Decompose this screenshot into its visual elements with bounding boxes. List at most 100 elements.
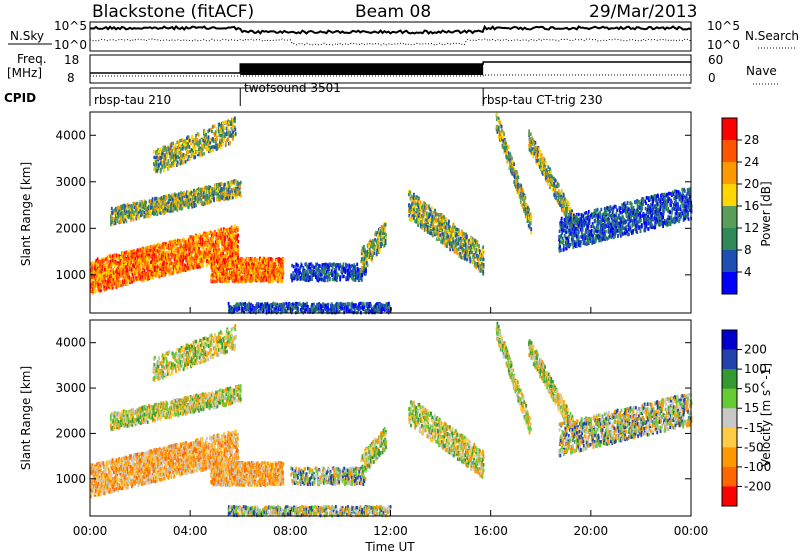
heatmap-cell [373, 252, 375, 256]
heatmap-cell [163, 258, 165, 262]
beam-title: Beam 08 [355, 2, 431, 22]
heatmap-cell [126, 220, 128, 224]
heatmap-cell [224, 121, 226, 125]
heatmap-cell [316, 263, 318, 267]
heatmap-cell [163, 169, 165, 173]
heatmap-cell [229, 141, 231, 145]
noise-panel: N.Sky 10^5 10^0 10^5 10^0 N.Search [8, 19, 799, 52]
freq-tick-top: 18 [64, 53, 79, 67]
radar-title: Blackstone (fitACF) [92, 2, 254, 22]
heatmap-cell [222, 121, 224, 125]
heatmap-cell [214, 125, 216, 129]
heatmap-cell [188, 199, 190, 203]
heatmap-cell [324, 279, 326, 283]
heatmap-cell [338, 273, 340, 277]
heatmap-cell [228, 131, 230, 135]
heatmap-cell [180, 243, 182, 247]
heatmap-cell [345, 277, 347, 281]
heatmap-cell [179, 144, 181, 148]
heatmap-cell [352, 268, 354, 272]
heatmap-cell [155, 160, 157, 164]
heatmap-cell [203, 152, 205, 156]
heatmap-cell [179, 207, 181, 211]
heatmap-cell [341, 275, 343, 279]
nsky-label: N.Sky [10, 29, 44, 43]
nsearch-label: N.Search [745, 29, 799, 43]
heatmap-cell [270, 280, 272, 284]
heatmap-cell [237, 240, 239, 244]
heatmap-cell [381, 243, 383, 247]
heatmap-cell [221, 182, 223, 186]
power-heatmap [90, 113, 692, 315]
nave-tick-bottom: 0 [708, 71, 716, 85]
heatmap-cell [234, 128, 236, 132]
date-title: 29/Mar/2013 [589, 2, 697, 22]
heatmap-cell [239, 278, 241, 282]
heatmap-cell [327, 279, 329, 283]
noise-tick-bottom-right: 10^0 [707, 38, 740, 52]
heatmap-cell [162, 152, 164, 156]
heatmap-cell [194, 155, 196, 159]
heatmap-cell [212, 149, 214, 153]
heatmap-cell [191, 253, 193, 257]
heatmap-cell [156, 207, 158, 211]
nave-line [90, 75, 691, 76]
heatmap-cell [189, 158, 191, 162]
heatmap-cell [234, 116, 236, 120]
heatmap-cell [189, 253, 191, 257]
heatmap-cell [236, 265, 238, 269]
heatmap-cell [234, 225, 236, 229]
heatmap-cell [153, 150, 155, 154]
heatmap-cell [206, 148, 208, 152]
heatmap-cell [235, 132, 237, 136]
heatmap-cell [222, 125, 224, 129]
heatmap-cell [372, 239, 374, 243]
heatmap-cell [267, 271, 269, 275]
heatmap-cell [145, 204, 147, 208]
heatmap-cell [185, 160, 187, 164]
heatmap-cell [366, 257, 368, 261]
heatmap-cell [219, 123, 221, 127]
heatmap-cell [201, 152, 203, 156]
heatmap-cell [133, 218, 135, 222]
heatmap-cell [103, 259, 105, 263]
heatmap-cell [224, 126, 226, 129]
heatmap-cell [356, 263, 358, 267]
heatmap-cell [120, 256, 122, 260]
heatmap-cell [237, 228, 239, 232]
heatmap-cell [231, 134, 233, 138]
heatmap-cell [321, 278, 323, 282]
heatmap-cell [93, 278, 95, 282]
heatmap-cell [115, 222, 117, 226]
heatmap-cell [214, 232, 216, 236]
heatmap-cell [202, 188, 204, 192]
heatmap-cell [378, 241, 380, 245]
heatmap-cell [291, 264, 293, 268]
heatmap-cell [354, 265, 356, 269]
heatmap-cell [282, 269, 284, 273]
heatmap-cell [224, 183, 226, 187]
heatmap-cell [229, 276, 231, 280]
heatmap-cell [127, 283, 129, 287]
heatmap-cell [129, 271, 131, 275]
heatmap-cell [237, 253, 239, 256]
heatmap-cell [138, 278, 140, 282]
noise-tick-top: 10^5 [54, 19, 87, 33]
heatmap-cell [252, 258, 254, 262]
heatmap-cell [141, 279, 143, 283]
heatmap-cell [202, 264, 204, 268]
heatmap-cell [179, 251, 181, 255]
heatmap-cell [357, 269, 359, 273]
heatmap-cell [131, 205, 133, 209]
heatmap-cell [227, 137, 229, 141]
heatmap-cell [195, 235, 197, 239]
heatmap-cell [168, 160, 170, 164]
heatmap-cell [220, 228, 222, 232]
heatmap-cell [169, 267, 171, 271]
heatmap-cell [175, 143, 177, 147]
heatmap-cell [189, 145, 191, 149]
heatmap-cell [239, 185, 241, 189]
heatmap-cell [145, 266, 147, 270]
heatmap-cell [213, 197, 215, 201]
heatmap-cell [220, 134, 222, 138]
